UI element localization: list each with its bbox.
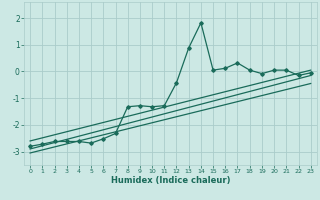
X-axis label: Humidex (Indice chaleur): Humidex (Indice chaleur)	[111, 176, 230, 185]
